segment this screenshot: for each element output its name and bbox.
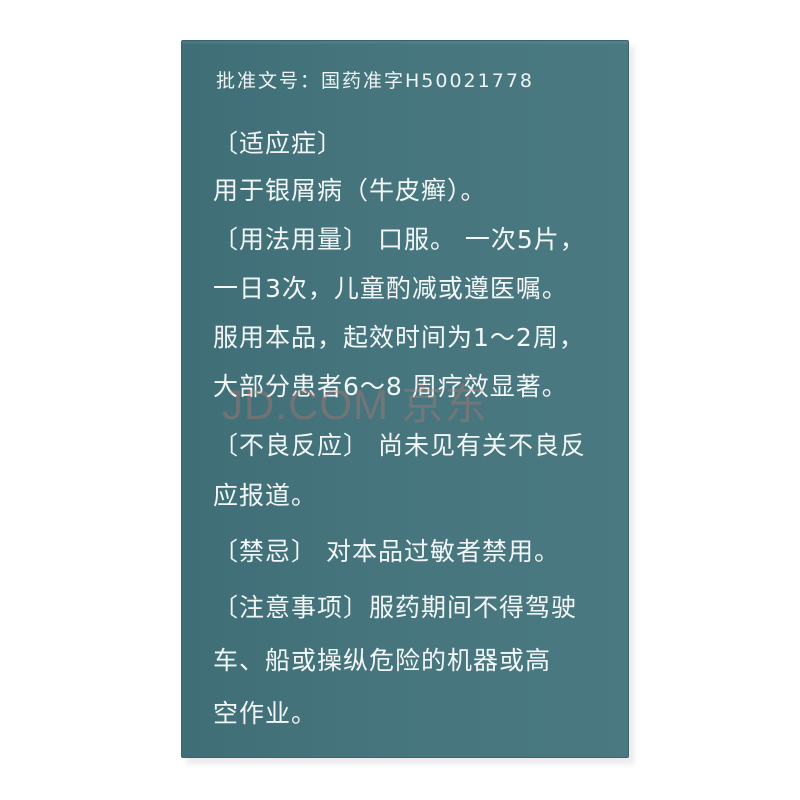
precautions-line-3: 空作业。 — [213, 699, 318, 728]
indications-text: 用于银屑病（牛皮癣）。 — [213, 176, 487, 205]
medicine-box-back: 批准文号：国药准字H50021778 〔适应症〕 用于银屑病（牛皮癣）。 〔用法… — [181, 40, 629, 758]
precautions-line-1: 〔注意事项〕服药期间不得驾驶 — [213, 593, 578, 622]
adverse-reactions-line-1: 〔不良反应〕 尚未见有关不良反 — [213, 431, 586, 460]
jd-watermark: JD.COM 京东 — [222, 381, 488, 428]
dosage-line-3: 服用本品，起效时间为1～2周， — [213, 323, 585, 352]
contraindications-text: 〔禁忌〕 对本品过敏者禁用。 — [213, 537, 560, 566]
dosage-line-1: 〔用法用量〕 口服。 一次5片， — [213, 225, 586, 254]
adverse-reactions-line-2: 应报道。 — [213, 481, 318, 510]
dosage-line-4: 大部分患者6～8 周疗效显著。 — [213, 372, 568, 401]
box-top-edge — [182, 41, 628, 44]
dosage-line-2: 一日3次，儿童酌减或遵医嘱。 — [213, 274, 568, 303]
precautions-line-2: 车、船或操纵危险的机器或高 — [213, 646, 552, 675]
indications-heading: 〔适应症〕 — [213, 129, 344, 158]
approval-number: 批准文号：国药准字H50021778 — [216, 70, 534, 92]
